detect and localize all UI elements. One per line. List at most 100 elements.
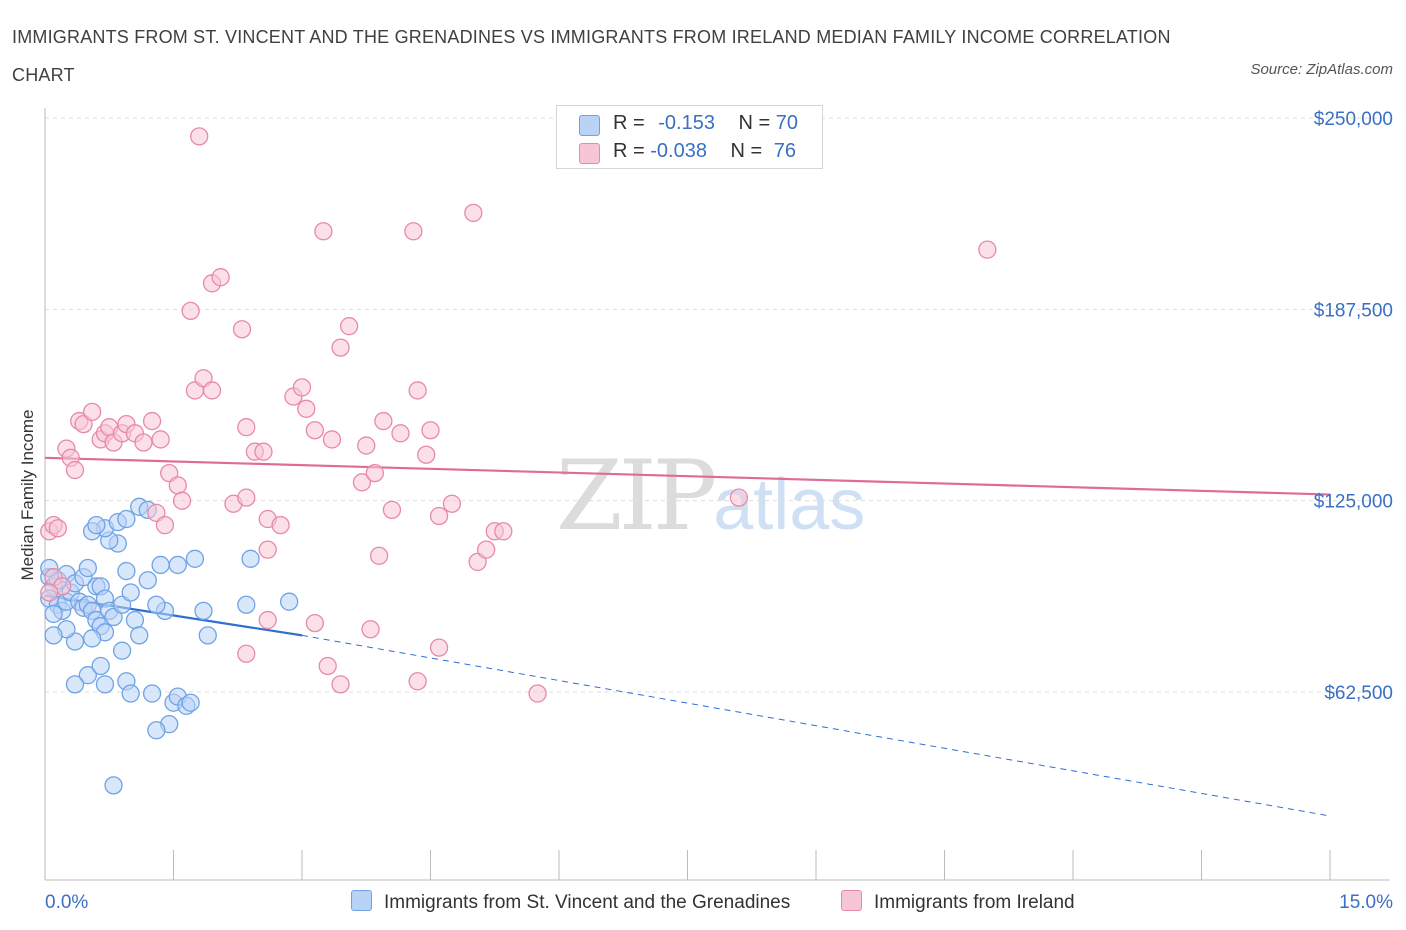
y-tick-label-0: $62,500: [1324, 683, 1393, 704]
point-blue-38: [147, 595, 166, 614]
legend-r-value: -0.153: [658, 112, 715, 134]
point-pink-68: [237, 644, 256, 663]
point-blue-48: [168, 555, 187, 575]
point-pink-79: [190, 127, 209, 146]
point-blue-54: [198, 626, 217, 645]
point-pink-48: [322, 430, 342, 449]
point-pink-59: [417, 445, 436, 464]
point-blue-5: [44, 604, 63, 624]
bottom-legend-label-blue: Immigrants from St. Vincent and the Gren…: [384, 892, 791, 913]
point-pink-53: [374, 411, 393, 431]
point-pink-78: [429, 638, 449, 657]
point-pink-69: [318, 656, 337, 676]
legend-swatch-blue: [579, 115, 600, 136]
point-pink-30: [181, 301, 200, 321]
point-pink-58: [421, 421, 440, 440]
point-blue-55: [112, 641, 132, 660]
point-pink-47: [331, 338, 350, 357]
point-pink-54: [382, 500, 402, 520]
point-pink-77: [528, 684, 547, 703]
point-blue-59: [95, 675, 115, 694]
point-pink-56: [391, 424, 410, 443]
point-pink-75: [729, 488, 749, 507]
point-pink-23: [155, 516, 175, 535]
point-pink-34: [237, 418, 256, 437]
y-tick-labels: $62,500 $125,000 $187,500 $250,000: [1314, 109, 1393, 704]
point-pink-20: [142, 411, 162, 431]
point-pink-44: [297, 399, 316, 418]
point-pink-26: [172, 491, 192, 510]
legend-r-value: -0.038: [650, 140, 707, 162]
point-blue-43: [87, 516, 106, 535]
point-blue-36: [151, 555, 170, 575]
legend-n-value: 76: [773, 140, 797, 162]
point-blue-31: [121, 583, 140, 602]
y-tick-label-2: $187,500: [1314, 300, 1393, 321]
point-blue-66: [181, 693, 200, 712]
point-blue-24: [78, 558, 97, 578]
point-blue-49: [185, 549, 205, 568]
data-points: [40, 127, 997, 795]
point-pink-51: [352, 473, 372, 492]
point-pink-29: [202, 381, 222, 400]
point-pink-21: [151, 430, 170, 449]
y-axis-label: Median Family Income: [18, 409, 37, 580]
point-pink-43: [292, 378, 312, 397]
watermark-zip: ZIP: [556, 440, 717, 552]
point-pink-11: [82, 402, 102, 422]
point-blue-34: [117, 561, 136, 581]
bottom-legend-pink: Immigrants from Ireland: [841, 890, 1075, 914]
point-blue-56: [78, 666, 97, 685]
point-pink-70: [331, 675, 350, 694]
legend-n-value: 70: [775, 112, 799, 134]
bottom-legend-swatch-pink: [841, 890, 862, 911]
point-blue-51: [241, 549, 260, 568]
point-pink-33: [232, 320, 252, 339]
point-blue-35: [138, 571, 157, 590]
y-tick-label-1: $125,000: [1314, 492, 1393, 513]
bottom-legend-label-pink: Immigrants from Ireland: [874, 892, 1075, 913]
point-blue-22: [44, 626, 63, 645]
point-blue-61: [121, 684, 140, 703]
point-pink-73: [464, 203, 483, 223]
y-tick-label-3: $250,000: [1314, 109, 1393, 130]
point-blue-50: [194, 601, 213, 621]
point-pink-32: [211, 268, 230, 287]
point-pink-40: [271, 516, 290, 535]
point-blue-45: [117, 509, 136, 529]
point-blue-19: [82, 629, 102, 648]
legend-r-label: R =: [613, 112, 651, 134]
point-pink-5: [40, 583, 59, 602]
point-pink-74: [404, 222, 423, 241]
point-blue-58: [65, 675, 85, 694]
bottom-legend-blue: Immigrants from St. Vincent and the Gren…: [351, 890, 790, 914]
point-pink-46: [314, 222, 333, 241]
point-blue-69: [104, 776, 123, 795]
point-pink-76: [978, 240, 997, 259]
point-pink-60: [429, 506, 449, 526]
chart-title: IMMIGRANTS FROM ST. VINCENT AND THE GREN…: [12, 27, 1171, 85]
point-blue-33: [130, 626, 149, 645]
point-pink-57: [408, 381, 427, 400]
legend-n-label: N =: [730, 140, 768, 162]
legend-swatch-pink: [579, 143, 600, 164]
point-blue-52: [237, 595, 256, 614]
point-pink-45: [305, 421, 325, 440]
point-pink-66: [305, 613, 325, 633]
bottom-legend-swatch-blue: [351, 890, 372, 911]
point-pink-38: [237, 488, 256, 507]
trend-line-blue-extension: [301, 634, 1331, 817]
point-pink-41: [258, 540, 277, 559]
point-blue-57: [91, 656, 110, 676]
point-pink-49: [339, 317, 359, 336]
point-pink-36: [254, 442, 273, 461]
axes: [44, 108, 1390, 881]
point-pink-72: [408, 672, 427, 691]
point-pink-67: [258, 610, 277, 630]
x-min-label: 0.0%: [45, 892, 88, 913]
point-pink-50: [357, 436, 376, 455]
correlation-legend: R = -0.153 N = 70 R = -0.038 N = 76: [556, 105, 823, 169]
point-pink-2: [48, 519, 67, 538]
trend-line-pink: [44, 456, 1331, 496]
